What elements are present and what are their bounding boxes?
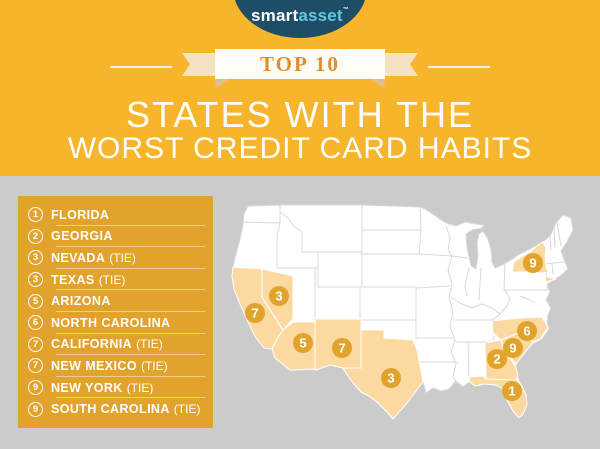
rank-item-2: 2 GEORGIA — [28, 226, 205, 248]
rank-number: 3 — [32, 274, 39, 286]
rank-badge: 3 — [28, 272, 43, 288]
rank-badge: 6 — [28, 315, 43, 331]
rank-state-name: NORTH CAROLINA — [51, 315, 171, 330]
map-marker-south-carolina: 9 — [503, 338, 523, 358]
smartasset-logo-text: smartasset™ — [233, 6, 367, 26]
marker-rank: 6 — [523, 324, 530, 339]
top10-ribbon: TOP 10 — [110, 49, 490, 88]
us-map: 1 2 3 3 5 6 7 7 9 9 — [231, 204, 574, 420]
marker-rank: 9 — [529, 256, 536, 271]
rank-number: 2 — [32, 230, 39, 242]
ribbon-right-wing — [383, 53, 418, 76]
rank-state-name: NEW YORK — [51, 380, 123, 395]
page-title-line1: STATES WITH THE — [125, 94, 474, 135]
rank-badge: 9 — [28, 401, 43, 417]
rank-state-name: FLORIDA — [51, 207, 110, 222]
marker-circle — [517, 321, 537, 341]
rank-badge: 7 — [28, 358, 43, 374]
rank-tie-label: (TIE) — [140, 358, 168, 373]
rank-number: 9 — [32, 403, 39, 415]
rank-number: 9 — [32, 382, 39, 394]
map-marker-georgia: 2 — [487, 349, 507, 369]
logo-smart: smart — [251, 6, 299, 25]
marker-rank: 7 — [338, 341, 345, 356]
rank-state-name: NEW MEXICO — [51, 358, 137, 373]
ranking-panel: 1 FLORIDA 2 GEORGIA 3 NEVADA (TIE) 3 TEXAS (TI… — [18, 196, 213, 428]
rank-state-name: ARIZONA — [51, 294, 111, 309]
marker-rank: 7 — [251, 306, 258, 321]
rank-number: 3 — [32, 252, 39, 264]
ribbon-label: TOP 10 — [260, 52, 340, 76]
rank-item-8: 7 NEW MEXICO (TIE) — [28, 355, 205, 377]
rank-item-10: 9 SOUTH CAROLINA (TIE) — [28, 398, 205, 420]
marker-rank: 1 — [508, 384, 515, 399]
marker-circle — [245, 303, 265, 323]
rank-item-5: 5 ARIZONA — [28, 290, 205, 312]
marker-circle — [503, 338, 523, 358]
rank-number: 6 — [32, 317, 39, 329]
rank-badge: 5 — [28, 293, 43, 309]
rank-state-name: TEXAS — [51, 272, 95, 287]
state-new-york-long-island — [544, 275, 557, 283]
rank-badge: 7 — [28, 336, 43, 352]
map-marker-nevada: 3 — [269, 286, 289, 306]
rank-state-name: SOUTH CAROLINA — [51, 402, 170, 417]
main-content: 1 FLORIDA 2 GEORGIA 3 NEVADA (TIE) 3 TEXAS (TI… — [0, 176, 600, 449]
ribbon-right-fold — [371, 79, 385, 88]
page-title-line2: WORST CREDIT CARD HABITS — [67, 132, 533, 165]
rank-number: 5 — [32, 295, 39, 307]
ribbon-left-line — [110, 66, 172, 68]
rank-tie-label: (TIE) — [126, 380, 154, 395]
rank-state-name: CALIFORNIA — [51, 337, 133, 352]
map-marker-arizona: 5 — [293, 333, 313, 353]
marker-circle — [293, 333, 313, 353]
marker-circle — [502, 381, 522, 401]
rank-badge: 2 — [28, 228, 43, 244]
ribbon-center — [215, 49, 385, 79]
marker-circle — [332, 338, 352, 358]
marker-rank: 5 — [299, 336, 306, 351]
rank-tie-label: (TIE) — [173, 402, 201, 417]
rank-tie-label: (TIE) — [98, 272, 126, 287]
rank-item-9: 9 NEW YORK (TIE) — [28, 377, 205, 399]
rank-number: 1 — [32, 209, 39, 221]
rank-item-6: 6 NORTH CAROLINA — [28, 312, 205, 334]
map-marker-california: 7 — [245, 303, 265, 323]
rank-tie-label: (TIE) — [136, 337, 163, 352]
marker-circle — [523, 253, 543, 273]
rank-badge: 9 — [28, 380, 43, 396]
ribbon-right-line — [428, 66, 490, 68]
rank-item-7: 7 CALIFORNIA (TIE) — [28, 334, 205, 356]
rank-number: 7 — [32, 338, 39, 350]
map-marker-florida: 1 — [502, 381, 522, 401]
rank-state-name: NEVADA — [51, 250, 106, 265]
marker-rank: 9 — [509, 341, 516, 356]
rank-state-name: GEORGIA — [51, 229, 113, 244]
header: smartasset™ TOP 10 STATES WITH THE WORST… — [0, 0, 600, 176]
marker-circle — [487, 349, 507, 369]
ribbon-left-wing — [182, 53, 217, 76]
rank-item-3: 3 NEVADA (TIE) — [28, 247, 205, 269]
map-marker-north-carolina: 6 — [517, 321, 537, 341]
rank-tie-label: (TIE) — [109, 250, 136, 265]
smartasset-logo: smartasset™ — [233, 0, 367, 38]
rank-number: 7 — [32, 360, 39, 372]
rank-item-1: 1 FLORIDA — [28, 204, 205, 226]
map-marker-new-york: 9 — [523, 253, 543, 273]
marker-circle — [381, 368, 401, 388]
rank-badge: 1 — [28, 207, 43, 223]
logo-asset: asset — [298, 6, 343, 25]
rank-item-4: 3 TEXAS (TIE) — [28, 269, 205, 291]
marker-circle — [269, 286, 289, 306]
rank-badge: 3 — [28, 250, 43, 266]
ribbon-left-fold — [215, 79, 229, 88]
marker-rank: 3 — [387, 371, 394, 386]
map-marker-new-mexico: 7 — [332, 338, 352, 358]
marker-rank: 2 — [493, 352, 500, 367]
state-border-lines — [241, 204, 565, 385]
trademark-symbol: ™ — [342, 7, 349, 13]
map-marker-texas: 3 — [381, 368, 401, 388]
marker-rank: 3 — [275, 289, 282, 304]
